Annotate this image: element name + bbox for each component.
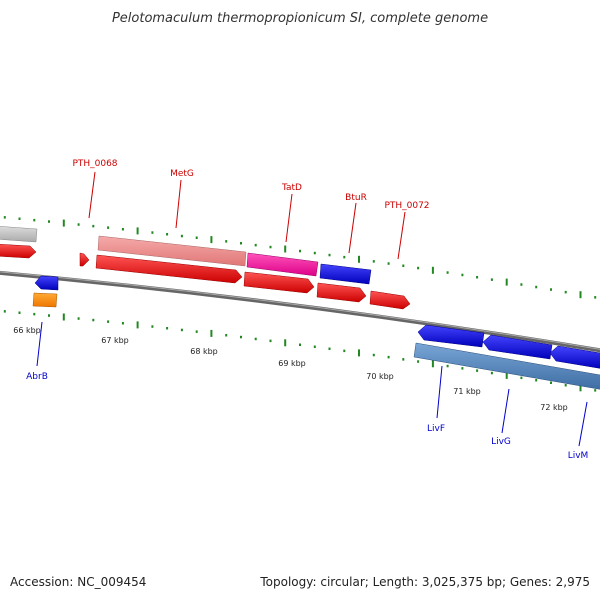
gene-metG-bar[interactable] xyxy=(97,235,247,267)
scale-label-66: 66 kbp xyxy=(13,326,41,335)
topology-text: Topology: circular; Length: 3,025,375 bp… xyxy=(259,575,590,589)
gene-label-livG[interactable]: LivG xyxy=(491,437,511,447)
gene-label-tatD[interactable]: TatD xyxy=(281,183,302,193)
gene-label-pth0072[interactable]: PTH_0072 xyxy=(384,201,429,211)
tatD-leader xyxy=(285,193,293,243)
btuR-leader xyxy=(348,202,357,254)
scale-label-72: 72 kbp xyxy=(540,403,568,412)
scale-label-67: 67 kbp xyxy=(101,336,129,345)
outer-tick-track xyxy=(3,216,597,299)
gene-label-btuR[interactable]: BtuR xyxy=(345,193,367,203)
gene-livM-arrow[interactable] xyxy=(549,345,600,369)
orange-gene[interactable] xyxy=(32,292,58,308)
gene-tatD-arrow[interactable] xyxy=(243,271,315,294)
gene-label-abrB[interactable]: AbrB xyxy=(26,372,48,382)
gene-label-pth0068[interactable]: PTH_0068 xyxy=(72,159,117,169)
genome-backbone-highlight xyxy=(0,271,600,350)
reverse-gene-labels xyxy=(36,321,588,447)
livF-leader xyxy=(436,365,443,419)
genome-backbone xyxy=(0,270,600,353)
livG-leader xyxy=(501,388,510,434)
reverse-strand xyxy=(32,275,600,390)
gene-metG-arrow[interactable] xyxy=(95,254,243,284)
inner-tick-track xyxy=(3,310,597,392)
forward-strand-outer xyxy=(0,226,372,285)
gene-label-livM[interactable]: LivM xyxy=(568,451,589,461)
gene-btuR-arrow[interactable] xyxy=(316,282,367,303)
metG-leader xyxy=(175,179,182,229)
genome-title: Pelotomaculum thermopropionicum SI, comp… xyxy=(112,11,488,26)
steel-gene-bar[interactable] xyxy=(413,342,600,390)
gene-pth0072-arrow[interactable] xyxy=(369,290,411,310)
gene-livG-arrow[interactable] xyxy=(482,334,553,360)
gene-tatD-bar[interactable] xyxy=(246,252,319,277)
red-gene-left[interactable] xyxy=(0,244,37,259)
scale-label-68: 68 kbp xyxy=(190,347,218,356)
forward-gene-labels xyxy=(88,171,406,260)
scale-label-71: 71 kbp xyxy=(453,387,481,396)
gene-label-metG[interactable]: MetG xyxy=(170,169,194,179)
gene-livF-arrow[interactable] xyxy=(417,324,485,348)
scale-label-69: 69 kbp xyxy=(278,359,306,368)
gene-btuR-bar[interactable] xyxy=(319,263,372,285)
pth0072-leader xyxy=(397,211,406,260)
livM-leader xyxy=(578,401,588,447)
gene-pth0068-arrow[interactable] xyxy=(79,252,90,267)
scale-label-70: 70 kbp xyxy=(366,372,394,381)
forward-strand-inner xyxy=(0,244,411,310)
pth0068-leader xyxy=(88,171,96,219)
abrB-leader xyxy=(36,321,43,367)
accession-text: Accession: NC_009454 xyxy=(10,575,146,589)
scale-labels: 66 kbp 67 kbp 68 kbp 69 kbp 70 kbp 71 kb… xyxy=(13,326,568,412)
gene-label-livF[interactable]: LivF xyxy=(427,424,445,434)
grey-gene[interactable] xyxy=(0,226,38,243)
gene-abrB-arrow[interactable] xyxy=(34,275,59,291)
